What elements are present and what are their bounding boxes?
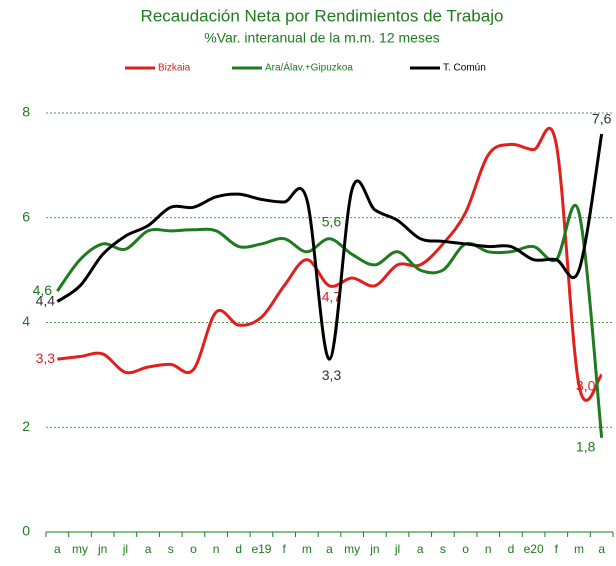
- x-tick-label: jn: [97, 542, 107, 556]
- x-tick-label: a: [417, 542, 424, 556]
- series-line: [56, 133, 604, 361]
- x-tick-label: d: [235, 542, 242, 556]
- data-label: 4,6: [33, 282, 53, 298]
- x-tick-label: a: [145, 542, 152, 556]
- x-tick-label: s: [440, 542, 446, 556]
- chart-subtitle: %Var. interanual de la m.m. 12 meses: [204, 30, 440, 46]
- legend-label: Ara/Álav.+Gipuzkoa: [265, 61, 353, 74]
- x-tick-label: o: [190, 542, 197, 556]
- data-label: 4,7: [322, 289, 342, 305]
- data-label: 4,4: [36, 292, 56, 308]
- x-tick-label: m: [574, 542, 584, 556]
- data-label: 1,8: [576, 438, 596, 454]
- x-tick-label: s: [168, 542, 174, 556]
- x-tick-label: o: [462, 542, 469, 556]
- x-tick-label: f: [555, 542, 559, 556]
- data-label: 3,3: [36, 350, 56, 366]
- x-tick-label: jl: [122, 542, 128, 556]
- x-tick-label: a: [598, 542, 605, 556]
- x-tick-label: my: [72, 542, 88, 556]
- data-label: 3,0: [576, 378, 596, 394]
- y-tick-label: 2: [22, 418, 30, 434]
- y-tick-label: 6: [22, 208, 30, 224]
- legend-label: Bizkaia: [158, 63, 191, 74]
- x-tick-label: d: [508, 542, 515, 556]
- x-tick-label: e19: [251, 542, 271, 556]
- x-tick-label: n: [213, 542, 220, 556]
- series-line: [56, 203, 604, 438]
- x-tick-label: e20: [524, 542, 544, 556]
- y-tick-label: 4: [22, 313, 30, 329]
- x-tick-label: jl: [394, 542, 400, 556]
- data-label: 7,6: [592, 111, 612, 127]
- data-label: 5,6: [322, 213, 342, 229]
- x-tick-label: my: [344, 542, 360, 556]
- x-tick-label: a: [54, 542, 61, 556]
- y-tick-label: 0: [22, 523, 30, 539]
- y-tick-label: 8: [22, 104, 30, 120]
- x-tick-label: m: [302, 542, 312, 556]
- x-tick-label: f: [282, 542, 286, 556]
- x-tick-label: n: [485, 542, 492, 556]
- chart-title: Recaudación Neta por Rendimientos de Tra…: [141, 6, 504, 25]
- legend-label: T. Común: [443, 63, 486, 74]
- x-tick-label: jn: [369, 542, 379, 556]
- x-tick-label: a: [326, 542, 333, 556]
- data-label: 3,3: [322, 367, 342, 383]
